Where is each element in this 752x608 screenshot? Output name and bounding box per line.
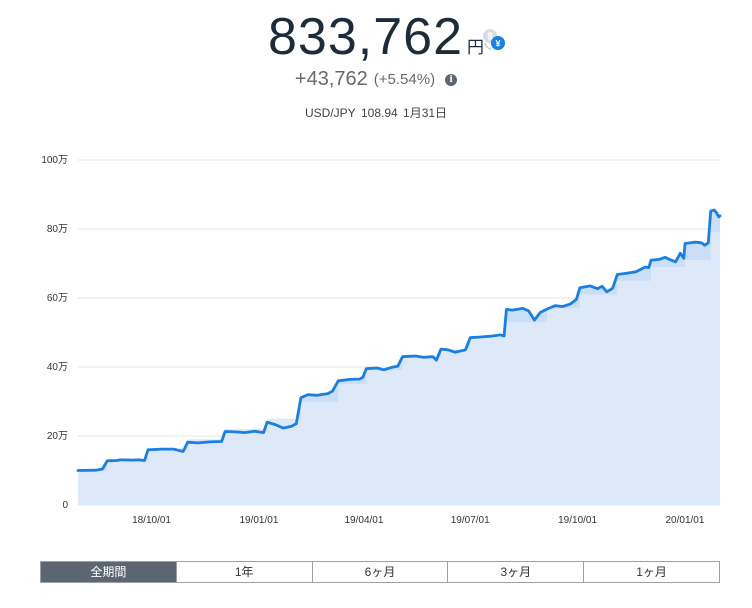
info-icon[interactable]: i bbox=[445, 73, 458, 86]
rate-date: 1月31日 bbox=[403, 106, 448, 120]
asset-history-chart: 100万 80万 60万 40万 20万 0 18/10/01 19/01/01 19/04/0… bbox=[41, 155, 722, 526]
change-amount: +43,762 bbox=[294, 68, 368, 90]
x-tick-label: 19/04/01 bbox=[345, 515, 384, 526]
x-tick-label: 19/10/01 bbox=[558, 515, 597, 526]
y-tick-label: 0 bbox=[62, 500, 68, 511]
svg-text:¥: ¥ bbox=[495, 39, 500, 49]
x-tick-label: 19/07/01 bbox=[451, 515, 490, 526]
exchange-rate-row: USD/JPY 108.94 1月31日 bbox=[0, 104, 752, 121]
dollar-yen-toggle-icon[interactable]: $ ¥ bbox=[482, 28, 506, 52]
tab-1-year[interactable]: 1年 bbox=[175, 562, 312, 582]
y-tick-label: 20万 bbox=[47, 431, 68, 442]
amount-unit: 円 bbox=[466, 38, 484, 57]
tab-1-month[interactable]: 1ヶ月 bbox=[583, 562, 719, 582]
total-amount-row: 833,762 円 bbox=[0, 8, 752, 66]
rate-value: 108.94 bbox=[360, 106, 398, 120]
y-tick-label: 60万 bbox=[47, 293, 68, 304]
change-row: +43,762 (+5.54%) i bbox=[0, 68, 752, 91]
y-tick-label: 80万 bbox=[47, 224, 68, 235]
x-tick-label: 18/10/01 bbox=[132, 515, 171, 526]
total-amount: 833,762 bbox=[268, 8, 463, 66]
y-tick-label: 40万 bbox=[47, 362, 68, 373]
y-tick-label: 100万 bbox=[41, 155, 68, 166]
tab-3-months[interactable]: 3ヶ月 bbox=[447, 562, 584, 582]
tab-6-months[interactable]: 6ヶ月 bbox=[311, 562, 448, 582]
x-tick-label: 20/01/01 bbox=[666, 515, 705, 526]
series-line bbox=[76, 208, 722, 472]
summary-header: 833,762 円 $ ¥ +43,762 (+5.54%) i USD/JPY… bbox=[0, 0, 752, 130]
period-tabs: 全期間 1年 6ヶ月 3ヶ月 1ヶ月 bbox=[40, 561, 720, 583]
tab-all-period[interactable]: 全期間 bbox=[41, 562, 176, 582]
change-percent: (+5.54%) bbox=[373, 71, 436, 88]
x-tick-label: 19/01/01 bbox=[239, 515, 278, 526]
rate-label: USD/JPY bbox=[304, 106, 356, 120]
invested-area bbox=[78, 232, 720, 505]
svg-text:$: $ bbox=[487, 32, 493, 43]
